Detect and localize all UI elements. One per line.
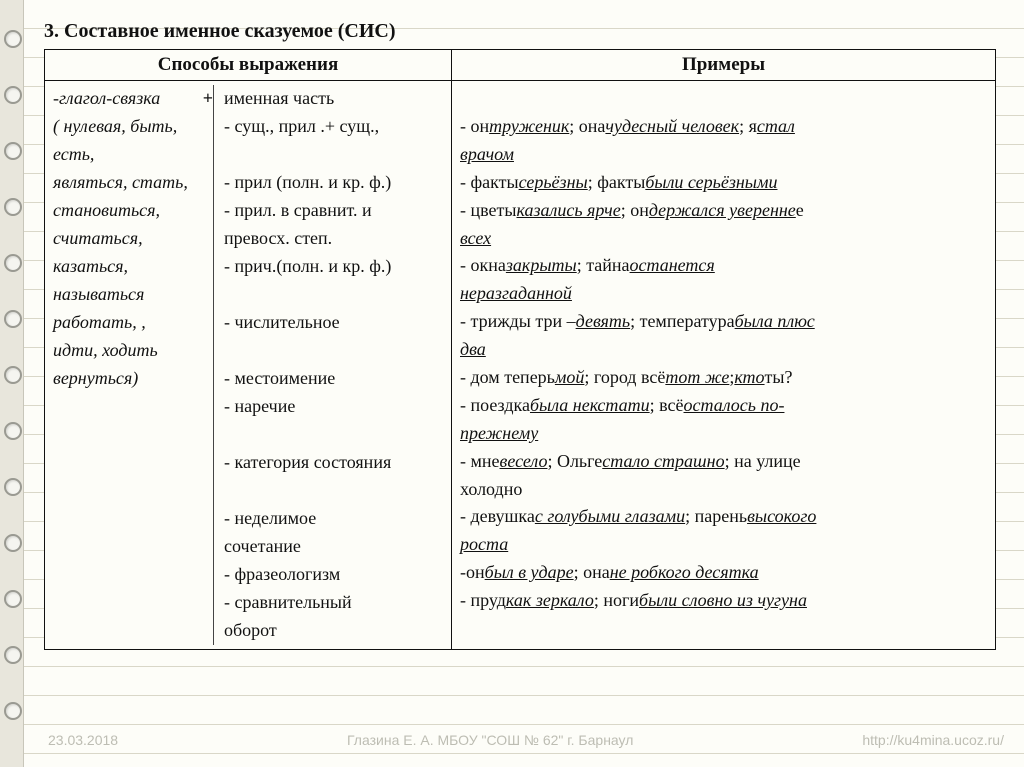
col1-line: казаться, xyxy=(53,253,213,281)
col-verb-link: -глагол-связка + ( нулевая, быть,есть,яв… xyxy=(53,85,213,645)
cell-expressions: -глагол-связка + ( нулевая, быть,есть,яв… xyxy=(45,81,452,650)
example-line: - трижды три – девять; температура была … xyxy=(460,308,987,336)
spiral-binding xyxy=(0,0,24,767)
col1-line: ( нулевая, быть, xyxy=(53,113,213,141)
footer-author: Глазина Е. А. МБОУ "СОШ № 62" г. Барнаул xyxy=(118,731,862,749)
col2-line: - сущ., прил .+ сущ., xyxy=(224,113,424,141)
example-line: - мне весело; Ольге стало страшно; на ул… xyxy=(460,448,987,476)
header-left: Способы выражения xyxy=(45,50,452,81)
col2-line: - прил. в сравнит. и xyxy=(224,197,424,225)
col1-line: становиться, xyxy=(53,197,213,225)
col1-line: называться xyxy=(53,281,213,309)
col2-line: превосх. степ. xyxy=(224,225,424,253)
cell-examples: - он труженик; она чудесный человек; я с… xyxy=(452,81,996,650)
example-line: - он труженик; она чудесный человек; я с… xyxy=(460,113,987,141)
example-line: прежнему xyxy=(460,420,987,448)
col2-line xyxy=(224,477,424,505)
col2-intro: именная часть xyxy=(224,85,424,113)
col2-line: - сравнительный xyxy=(224,589,424,617)
col1-line: считаться, xyxy=(53,225,213,253)
col2-line: - неделимое xyxy=(224,505,424,533)
col2-line xyxy=(224,337,424,365)
example-line: врачом xyxy=(460,141,987,169)
col-nominal-part: именная часть - сущ., прил .+ сущ., - пр… xyxy=(213,85,424,645)
plus-sign: + xyxy=(203,85,213,113)
col2-line: - фразеологизм xyxy=(224,561,424,589)
example-line: - дом теперь мой; город всё тот же; кто … xyxy=(460,364,987,392)
section-title: 3. Составное именное сказуемое (СИС) xyxy=(44,20,996,43)
example-line: - цветы казались ярче; он держался увере… xyxy=(460,197,987,225)
col2-line xyxy=(224,281,424,309)
col2-line: - наречие xyxy=(224,393,424,421)
col1-line: есть, xyxy=(53,141,213,169)
footer-url: http://ku4mina.ucoz.ru/ xyxy=(862,732,1004,748)
example-line: - факты серьёзны; факты были серьёзными xyxy=(460,169,987,197)
col2-line: - прич.(полн. и кр. ф.) xyxy=(224,253,424,281)
example-line: всех xyxy=(460,225,987,253)
col2-line: - местоимение xyxy=(224,365,424,393)
col1-intro: -глагол-связка xyxy=(53,85,160,113)
example-line: - пруд как зеркало; ноги были словно из … xyxy=(460,587,987,615)
example-line: - окна закрыты; тайна останется xyxy=(460,252,987,280)
grammar-table: Способы выражения Примеры -глагол-связка… xyxy=(44,49,996,650)
example-line: холодно xyxy=(460,476,987,504)
example-line: - девушка с голубыми глазами; парень выс… xyxy=(460,503,987,531)
page-content: 3. Составное именное сказуемое (СИС) Спо… xyxy=(24,0,1024,767)
col1-line: являться, стать, xyxy=(53,169,213,197)
header-right: Примеры xyxy=(452,50,996,81)
footer: 23.03.2018 Глазина Е. А. МБОУ "СОШ № 62"… xyxy=(48,731,1004,749)
col2-line: - прил (полн. и кр. ф.) xyxy=(224,169,424,197)
col2-line xyxy=(224,421,424,449)
footer-date: 23.03.2018 xyxy=(48,732,118,748)
example-line: неразгаданной xyxy=(460,280,987,308)
col1-line: вернуться) xyxy=(53,365,213,393)
example-line: -он был в ударе; она не робкого десятка xyxy=(460,559,987,587)
col2-line xyxy=(224,141,424,169)
col2-line: - категория состояния xyxy=(224,449,424,477)
example-line: два xyxy=(460,336,987,364)
col1-line: работать, , xyxy=(53,309,213,337)
example-line: - поездка была некстати; всё осталось по… xyxy=(460,392,987,420)
col1-line: идти, ходить xyxy=(53,337,213,365)
col2-line: оборот xyxy=(224,617,424,645)
col2-line: - числительное xyxy=(224,309,424,337)
example-line: роста xyxy=(460,531,987,559)
col2-line: сочетание xyxy=(224,533,424,561)
